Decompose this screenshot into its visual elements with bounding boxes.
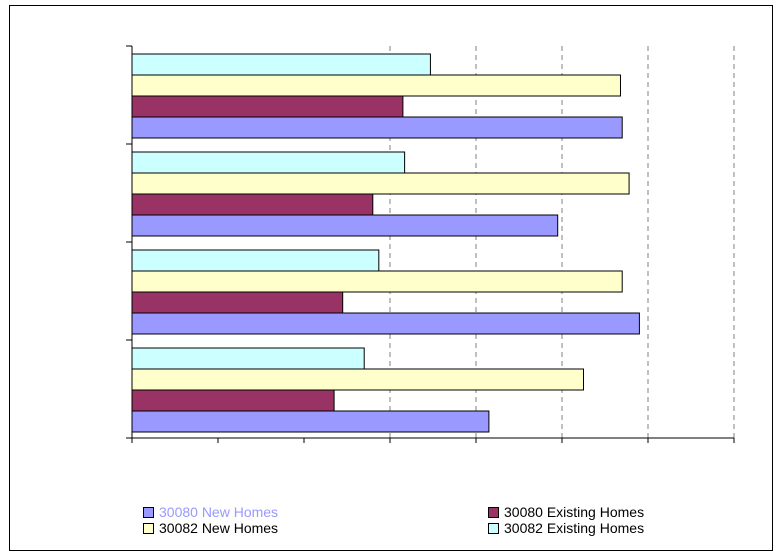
chart-frame: 30080 New Homes 30082 New Homes 30080 Ex… [9,5,773,551]
bar-cat4-series4 [131,53,431,76]
legend-swatch-30082-new-homes [143,522,154,534]
bar-cat2-series3 [131,270,623,293]
bar-cat2-series1 [131,312,640,335]
bar-cat1-series1 [131,410,490,433]
bar-cat3-series1 [131,214,559,237]
bar-cat1-series3 [131,368,584,391]
legend-item-30080-existing-homes: 30080 Existing Homes [488,504,644,520]
bar-cat1-series2 [131,389,335,412]
bar-cat1-series4 [131,347,365,370]
legend-swatch-30082-existing-homes [488,522,499,534]
bar-cat4-series3 [131,74,621,97]
bar-cat4-series1 [131,116,623,139]
bar-cat2-series2 [131,291,344,314]
legend-label-30082-new-homes: 30082 New Homes [159,520,279,536]
bar-cat3-series3 [131,172,630,195]
bar-cat2-series4 [131,249,380,272]
legend-label-30080-new-homes: 30080 New Homes [159,504,279,520]
legend-label-30080-existing-homes: 30080 Existing Homes [504,504,645,520]
plot-area [126,45,735,443]
legend-item-30080-new-homes: 30080 New Homes [143,504,278,520]
bar-cat3-series2 [131,193,374,216]
legend-swatch-30080-existing-homes [488,506,499,518]
legend-label-30082-existing-homes: 30082 Existing Homes [504,520,645,536]
legend-swatch-30080-new-homes [143,506,154,518]
legend-item-30082-new-homes: 30082 New Homes [143,520,278,536]
bar-cat3-series4 [131,151,406,174]
bar-cat4-series2 [131,95,404,118]
legend-item-30082-existing-homes: 30082 Existing Homes [488,520,644,536]
